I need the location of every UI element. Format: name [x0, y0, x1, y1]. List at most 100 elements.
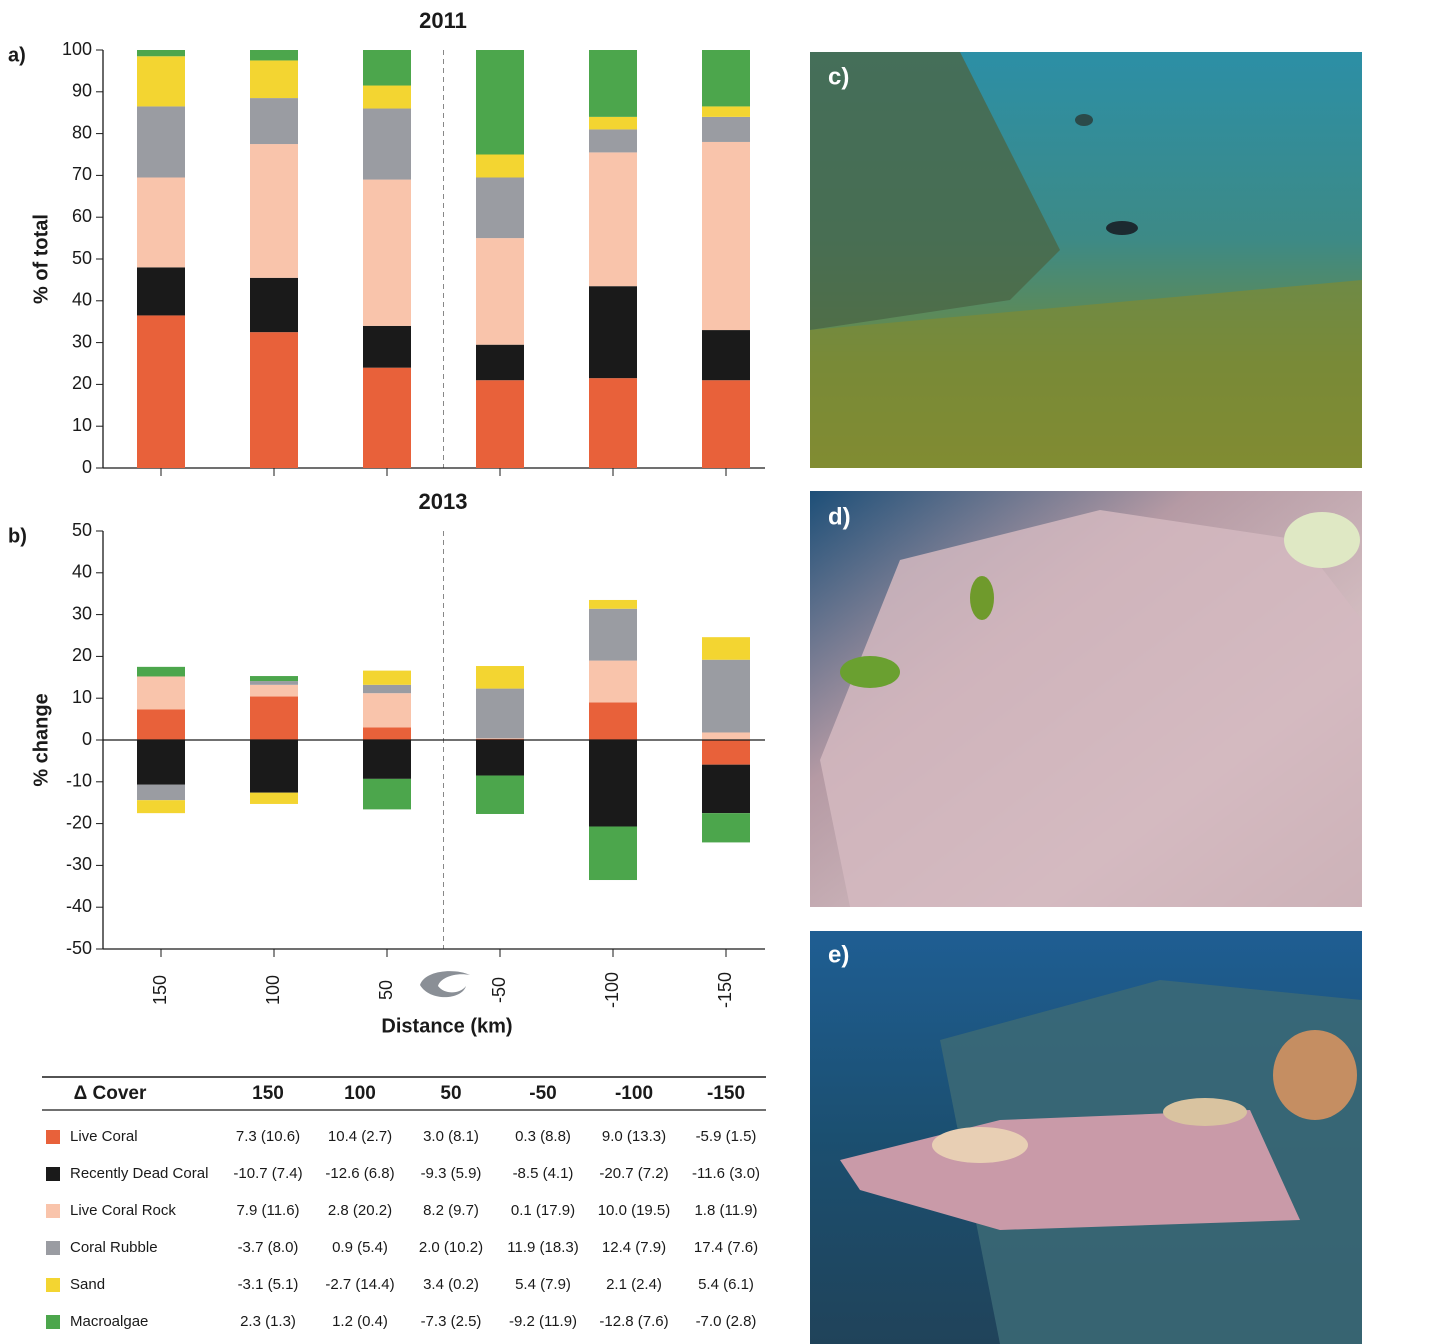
table-cell: 12.4 (7.9): [602, 1239, 666, 1256]
legend-swatch: [46, 1167, 60, 1181]
legend-swatch: [46, 1204, 60, 1218]
table-cell: -8.5 (4.1): [513, 1165, 574, 1182]
bar-segment: [250, 681, 298, 685]
bar-segment: [589, 152, 637, 287]
x-tick-label: 50: [376, 980, 396, 1000]
bar-segment: [250, 277, 298, 333]
table-cell: 10.0 (19.5): [598, 1202, 671, 1219]
bar-segment: [137, 50, 185, 57]
bar-segment: [363, 85, 411, 109]
bar-segment: [476, 238, 524, 345]
table-cell: -9.3 (5.9): [421, 1165, 482, 1182]
y-tick-label: 60: [72, 206, 92, 226]
panel-label: e): [828, 941, 849, 968]
y-tick-label: 10: [72, 687, 92, 707]
panel-label: d): [828, 503, 851, 530]
bar-segment: [589, 702, 637, 740]
table-cell: 5.4 (7.9): [515, 1276, 571, 1293]
cyclone-icon: [420, 971, 470, 998]
row-label: Live Coral: [70, 1128, 138, 1145]
table-header: 100: [344, 1083, 376, 1104]
bar-segment: [137, 709, 185, 740]
x-tick-label: 100: [263, 975, 283, 1005]
bar-segment: [250, 684, 298, 697]
table-cell: -7.3 (2.5): [421, 1313, 482, 1330]
bar-segment: [137, 800, 185, 814]
table-cell: 3.4 (0.2): [423, 1276, 479, 1293]
y-tick-label: -50: [66, 938, 92, 958]
bar-segment: [702, 659, 750, 733]
table-header: -50: [529, 1083, 556, 1104]
table-cell: -11.6 (3.0): [692, 1165, 760, 1182]
table-cell: -7.0 (2.8): [696, 1313, 757, 1330]
table-cell: 2.8 (20.2): [328, 1202, 392, 1219]
bar-segment: [363, 367, 411, 468]
table-cell: 7.3 (10.6): [236, 1128, 300, 1145]
row-label: Coral Rubble: [70, 1239, 158, 1256]
table-cell: 8.2 (9.7): [423, 1202, 479, 1219]
table-cell: -5.9 (1.5): [696, 1128, 757, 1145]
table-cell: -9.2 (11.9): [509, 1313, 577, 1330]
bar-segment: [250, 740, 298, 793]
legend-swatch: [46, 1130, 60, 1144]
bar-segment: [589, 608, 637, 661]
legend-swatch: [46, 1278, 60, 1292]
y-tick-label: 50: [72, 520, 92, 540]
table-cell: 2.1 (2.4): [606, 1276, 662, 1293]
y-tick-label: -40: [66, 896, 92, 916]
y-tick-label: 20: [72, 373, 92, 393]
chart-title: 2013: [419, 489, 468, 514]
bar-segment: [137, 106, 185, 178]
bar-segment: [589, 599, 637, 609]
table-header: Δ Cover: [74, 1083, 147, 1104]
bar-segment: [702, 116, 750, 142]
bar-segment: [702, 813, 750, 843]
bar-segment: [476, 775, 524, 814]
table-cell: 10.4 (2.7): [328, 1128, 392, 1145]
x-tick-label: -50: [489, 977, 509, 1003]
bar-segment: [363, 693, 411, 728]
bar-segment: [702, 637, 750, 660]
y-tick-label: 40: [72, 562, 92, 582]
table-cell: -3.1 (5.1): [238, 1276, 299, 1293]
panel-label: b): [8, 525, 27, 547]
bar-segment: [363, 778, 411, 810]
bar-segment: [476, 154, 524, 178]
bar-segment: [137, 315, 185, 468]
y-tick-label: -10: [66, 771, 92, 791]
table-cell: 3.0 (8.1): [423, 1128, 479, 1145]
y-tick-label: 50: [72, 248, 92, 268]
bar-segment: [589, 378, 637, 468]
panel-label: a): [8, 44, 26, 66]
y-tick-label: 80: [72, 122, 92, 142]
bar-segment: [476, 50, 524, 155]
table-header: -100: [615, 1083, 653, 1104]
bar-segment: [250, 144, 298, 278]
chart-title: 2011: [419, 8, 467, 33]
x-tick-label: -100: [602, 972, 622, 1008]
bar-segment: [702, 740, 750, 765]
bar-segment: [137, 784, 185, 801]
y-axis-label: % of total: [30, 214, 52, 304]
row-label: Sand: [70, 1276, 105, 1293]
photo-c: [810, 52, 1362, 468]
table-cell: -20.7 (7.2): [599, 1165, 668, 1182]
table-header: -150: [707, 1083, 745, 1104]
table-cell: 9.0 (13.3): [602, 1128, 666, 1145]
bar-segment: [363, 684, 411, 694]
y-tick-label: 70: [72, 164, 92, 184]
bar-segment: [589, 740, 637, 827]
bar-segment: [250, 696, 298, 740]
y-tick-label: 30: [72, 331, 92, 351]
bar-segment: [702, 330, 750, 381]
bar-segment: [589, 129, 637, 153]
table-cell: 1.8 (11.9): [694, 1202, 757, 1219]
bar-segment: [702, 380, 750, 468]
table-cell: 7.9 (11.6): [236, 1202, 299, 1219]
row-label: Recently Dead Coral: [70, 1165, 208, 1182]
photo-d: [810, 491, 1362, 907]
table-cell: 2.0 (10.2): [419, 1239, 483, 1256]
bar-segment: [702, 732, 750, 740]
bar-segment: [363, 179, 411, 326]
